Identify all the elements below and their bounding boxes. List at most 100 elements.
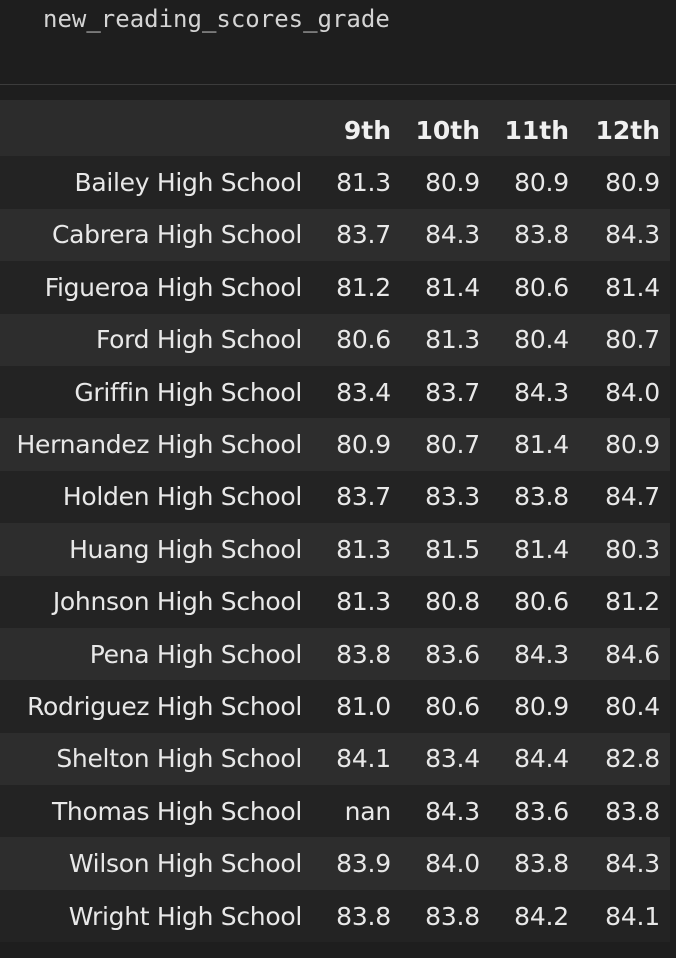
table-cell: 81.3 — [425, 325, 480, 355]
table-cell: 84.0 — [605, 377, 660, 407]
table-cell: 83.4 — [336, 377, 391, 407]
table-cell: 80.6 — [336, 325, 391, 355]
row-index-label: Holden High School — [62, 482, 302, 512]
table-cell: 84.7 — [605, 482, 660, 512]
row-index-label: Griffin High School — [74, 377, 302, 407]
table-cell: 81.5 — [425, 534, 480, 564]
table-cell: 80.9 — [605, 430, 660, 460]
table-cell: 84.1 — [336, 744, 391, 774]
table-cell: 83.8 — [336, 901, 391, 931]
table-cell: 83.6 — [514, 796, 569, 826]
index-header — [0, 100, 312, 156]
table-row: Wilson High School 83.9 84.0 83.8 84.3 — [0, 837, 670, 890]
row-index-label: Hernandez High School — [16, 430, 303, 460]
table-cell: 80.9 — [605, 168, 660, 198]
table-header-row: 9th 10th 11th 12th — [0, 100, 670, 157]
dataframe-table: 9th 10th 11th 12th Bailey High School 81.… — [0, 100, 670, 943]
table-cell: 84.3 — [514, 639, 569, 669]
table-cell: 81.0 — [336, 691, 391, 721]
table-cell: 80.6 — [514, 272, 569, 302]
table-cell: 81.2 — [336, 272, 391, 302]
table-cell: 84.2 — [514, 901, 569, 931]
table-row: Rodriguez High School 81.0 80.6 80.9 80.4 — [0, 680, 670, 733]
table-cell: 83.6 — [425, 639, 480, 669]
row-index-label: Cabrera High School — [51, 220, 302, 250]
table-cell: 83.8 — [514, 482, 569, 512]
table-cell: 80.6 — [514, 587, 569, 617]
table-cell: 80.6 — [425, 691, 480, 721]
column-header: 10th — [415, 115, 480, 145]
row-index-label: Pena High School — [89, 639, 303, 669]
table-row: Griffin High School 83.4 83.7 84.3 84.0 — [0, 365, 670, 419]
table-cell: 84.3 — [514, 377, 569, 407]
row-index-label: Rodriguez High School — [27, 691, 302, 721]
table-cell: 83.7 — [336, 220, 391, 250]
table-body: Bailey High School 81.3 80.9 80.9 80.9 Cabrer… — [0, 156, 670, 943]
row-index-label: Bailey High School — [74, 168, 303, 198]
row-index-label: Wilson High School — [68, 849, 302, 879]
table-cell: 81.3 — [336, 534, 391, 564]
column-header: 9th — [343, 115, 391, 145]
table-cell: 83.7 — [336, 482, 391, 512]
table-cell: 81.3 — [336, 587, 391, 617]
table-cell: nan — [344, 796, 392, 826]
table-row: Wright High School 83.8 83.8 84.2 84.1 — [0, 889, 670, 943]
table-cell: 84.4 — [514, 744, 569, 774]
table-cell: 81.4 — [514, 534, 569, 564]
table-cell: 81.4 — [514, 430, 569, 460]
table-cell: 81.2 — [605, 587, 660, 617]
row-index-label: Huang High School — [69, 534, 302, 564]
table-cell: 83.8 — [336, 639, 391, 669]
table-cell: 84.0 — [425, 849, 480, 879]
row-index-label: Shelton High School — [56, 744, 302, 774]
table-cell: 83.9 — [336, 849, 391, 879]
code-cell[interactable]: new_reading_scores_grade — [0, 0, 676, 84]
table-cell: 80.9 — [336, 430, 391, 460]
table-cell: 80.8 — [425, 587, 480, 617]
table-cell: 80.9 — [514, 691, 569, 721]
table-row: Figueroa High School 81.2 81.4 80.6 81.4 — [0, 261, 670, 314]
table-row: Huang High School 81.3 81.5 81.4 80.3 — [0, 523, 670, 576]
table-cell: 80.7 — [425, 430, 480, 460]
table-cell: 81.3 — [336, 168, 391, 198]
row-index-label: Thomas High School — [51, 796, 302, 826]
table-cell: 83.8 — [605, 796, 660, 826]
table-cell: 83.8 — [514, 220, 569, 250]
cell-divider — [0, 84, 676, 85]
table-row: Shelton High School 84.1 83.4 84.4 82.8 — [0, 732, 670, 786]
table-row: Ford High School 80.6 81.3 80.4 80.7 — [0, 313, 670, 366]
table-cell: 80.9 — [514, 168, 569, 198]
table-cell: 83.4 — [425, 744, 480, 774]
table-cell: 83.8 — [425, 901, 480, 931]
table-row: Cabrera High School 83.7 84.3 83.8 84.3 — [0, 208, 670, 262]
table-cell: 80.4 — [514, 325, 569, 355]
table-cell: 84.6 — [605, 639, 660, 669]
table-cell: 84.3 — [605, 220, 660, 250]
table-row: Holden High School 83.7 83.3 83.8 84.7 — [0, 470, 670, 524]
table-cell: 84.3 — [425, 796, 480, 826]
table-cell: 81.4 — [425, 272, 480, 302]
table-row: Hernandez High School 80.9 80.7 81.4 80.9 — [0, 418, 670, 471]
table-row: Pena High School 83.8 83.6 84.3 84.6 — [0, 627, 670, 681]
row-index-label: Johnson High School — [52, 587, 302, 617]
table-cell: 80.4 — [605, 691, 660, 721]
table-cell: 84.3 — [425, 220, 480, 250]
code-cell-source[interactable]: new_reading_scores_grade — [43, 5, 390, 33]
column-header: 11th — [504, 115, 569, 145]
row-index-label: Figueroa High School — [44, 272, 303, 302]
row-index-label: Wright High School — [68, 901, 303, 931]
table-row: Thomas High School nan 84.3 83.6 83.8 — [0, 785, 670, 838]
table-cell: 84.1 — [605, 901, 660, 931]
table-row: Bailey High School 81.3 80.9 80.9 80.9 — [0, 156, 670, 209]
table-cell: 83.3 — [425, 482, 480, 512]
table-cell: 83.8 — [514, 849, 569, 879]
table-cell: 80.3 — [605, 534, 660, 564]
table-cell: 80.9 — [425, 168, 480, 198]
row-index-label: Ford High School — [95, 325, 302, 355]
table-cell: 80.7 — [605, 325, 660, 355]
table-cell: 82.8 — [605, 744, 660, 774]
table-cell: 84.3 — [605, 849, 660, 879]
cell-output: 9th 10th 11th 12th Bailey High School 81.… — [0, 100, 670, 943]
table-cell: 81.4 — [605, 272, 660, 302]
table-row: Johnson High School 81.3 80.8 80.6 81.2 — [0, 575, 670, 628]
